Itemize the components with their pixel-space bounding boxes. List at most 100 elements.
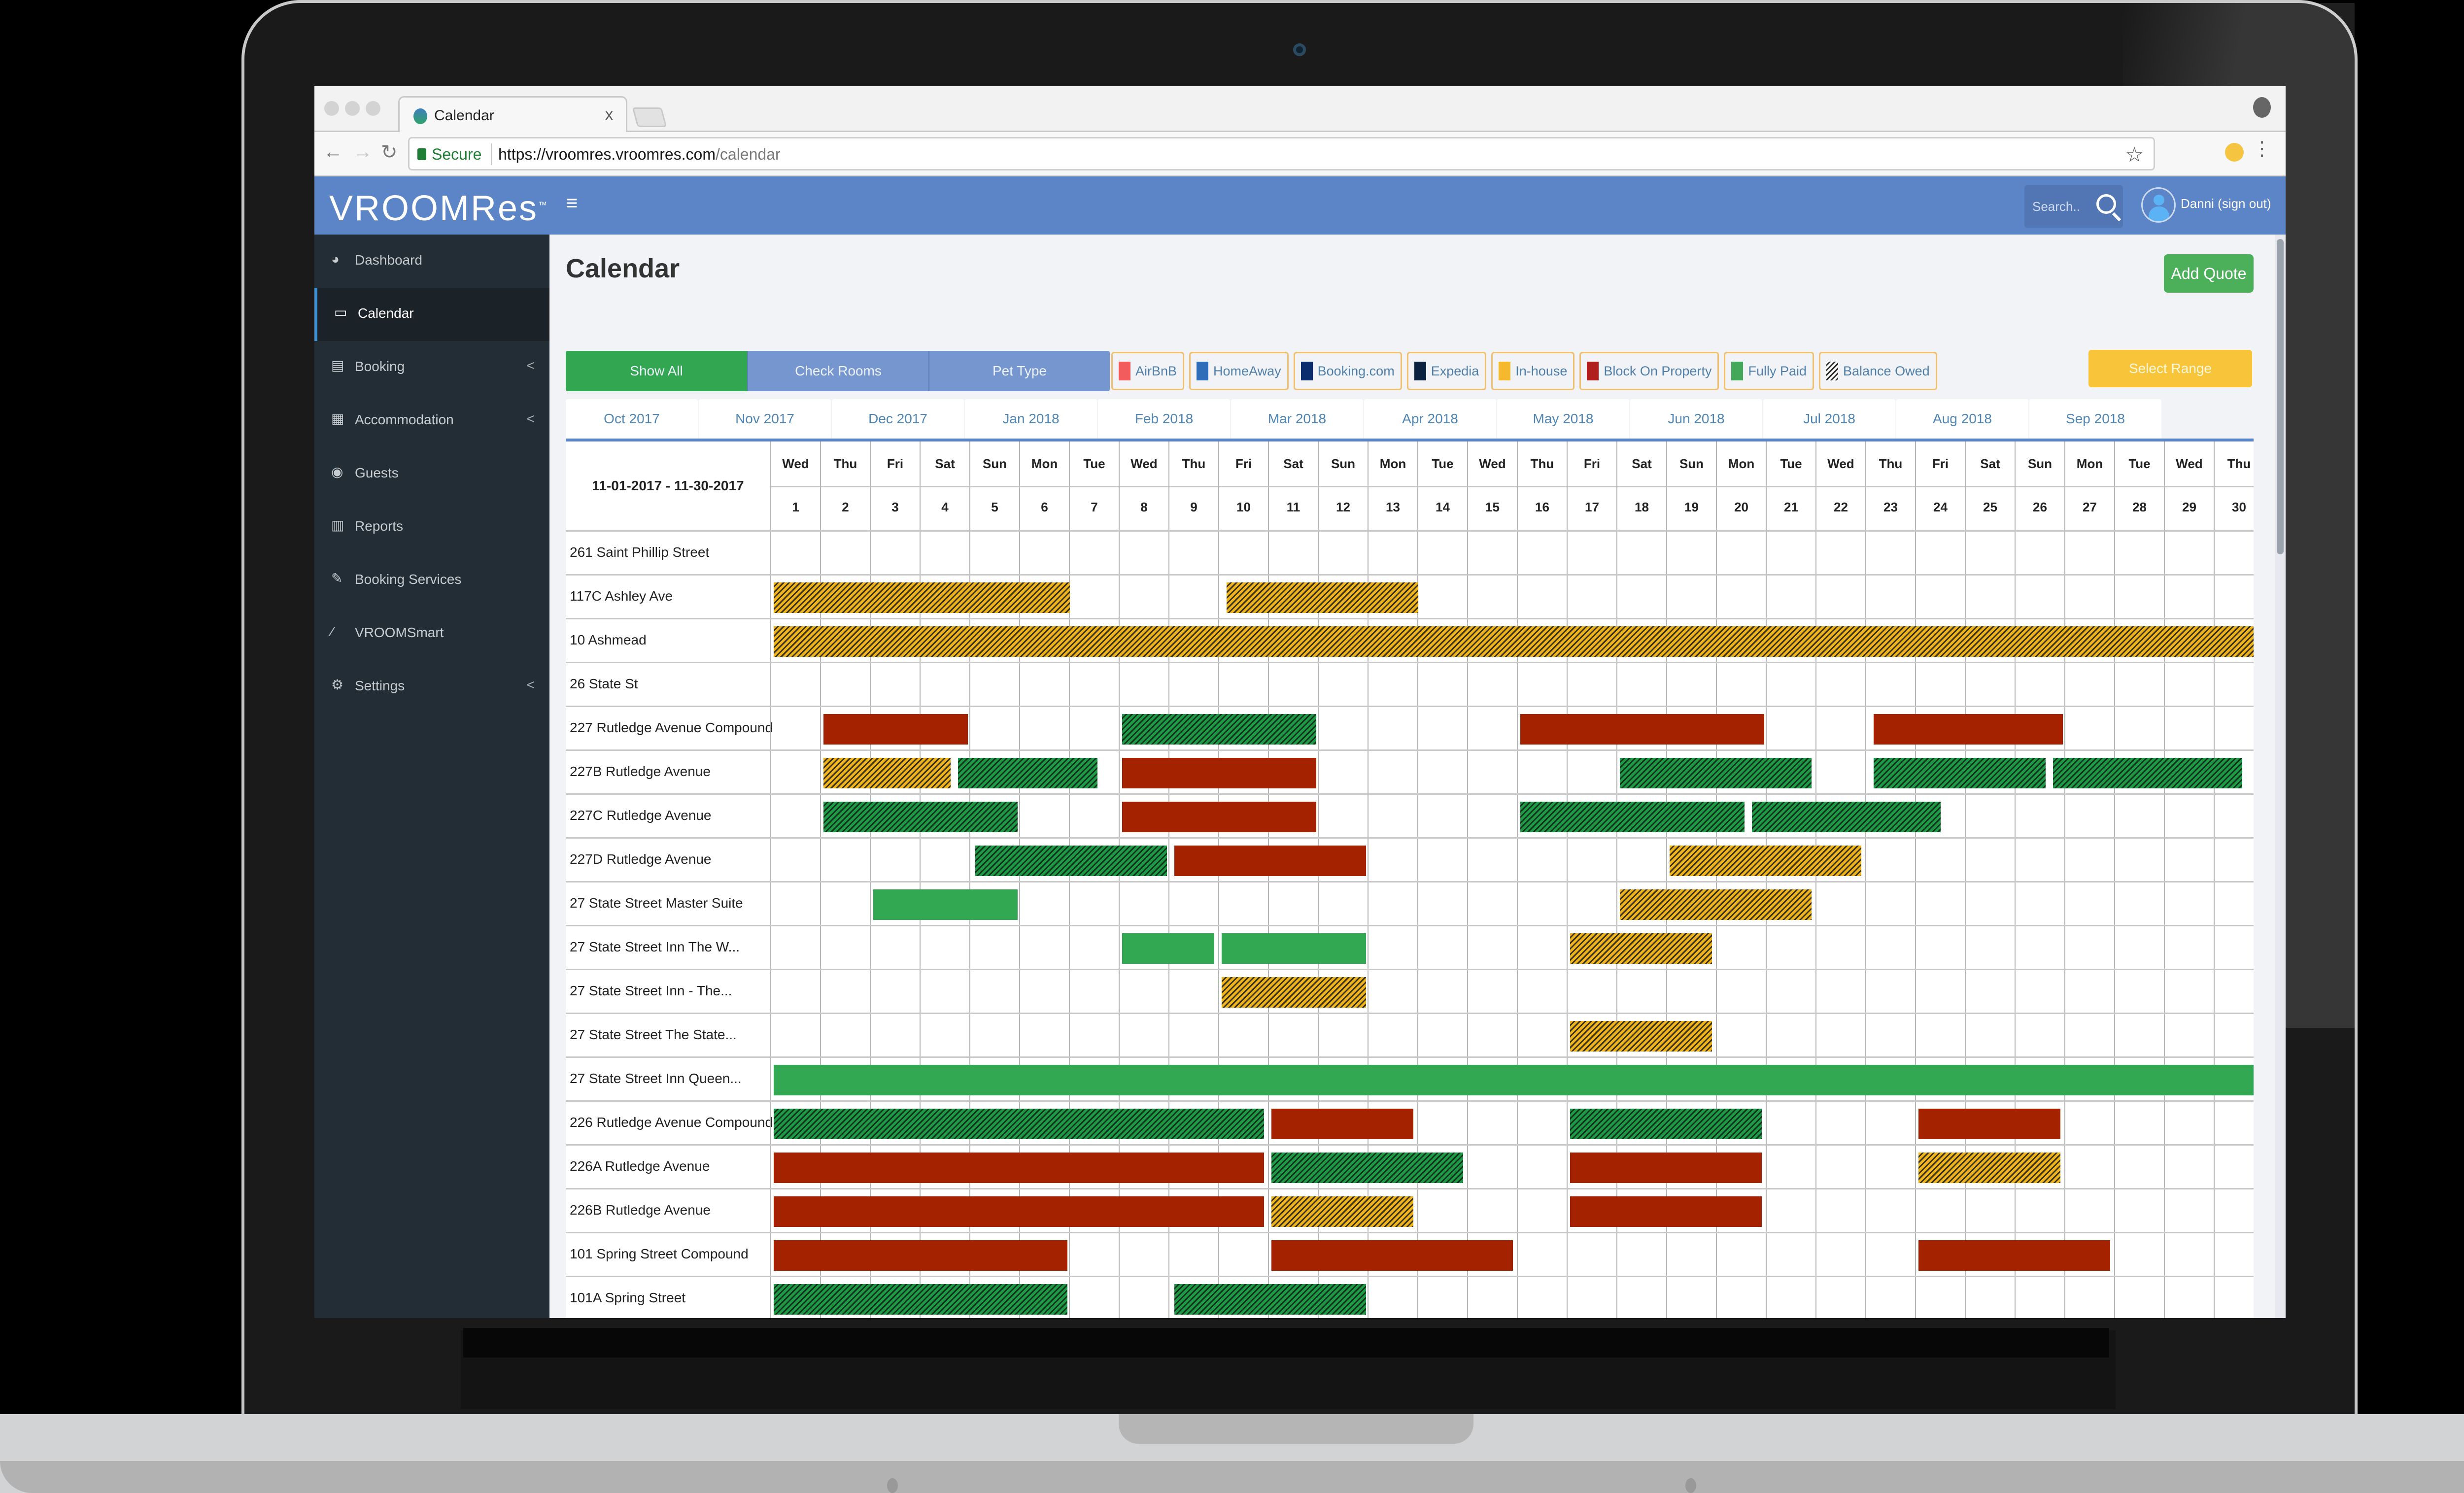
legend-fully-paid[interactable]: Fully Paid bbox=[1724, 352, 1814, 390]
day-cell[interactable] bbox=[1815, 663, 1865, 706]
booking-bar[interactable] bbox=[774, 1196, 1264, 1227]
day-cell[interactable] bbox=[1567, 1233, 1616, 1276]
booking-bar[interactable] bbox=[2053, 758, 2242, 788]
day-cell[interactable] bbox=[770, 751, 820, 793]
day-cell[interactable] bbox=[1517, 839, 1567, 881]
day-cell[interactable] bbox=[2114, 839, 2164, 881]
property-name[interactable]: 117C Ashley Ave bbox=[570, 588, 673, 604]
day-cell[interactable] bbox=[2214, 795, 2254, 837]
day-cell[interactable] bbox=[2164, 1014, 2214, 1056]
day-cell[interactable] bbox=[2064, 1277, 2114, 1318]
day-cell[interactable] bbox=[2214, 839, 2254, 881]
day-cell[interactable] bbox=[1567, 1102, 1616, 1144]
menu-icon[interactable]: ⋮ bbox=[2252, 138, 2272, 160]
day-cell[interactable] bbox=[1716, 1014, 1766, 1056]
day-cell[interactable] bbox=[1567, 970, 1616, 1013]
new-tab-button[interactable] bbox=[632, 107, 667, 127]
day-cell[interactable] bbox=[1766, 970, 1815, 1013]
day-cell[interactable] bbox=[1368, 1014, 1417, 1056]
booking-bar[interactable] bbox=[1918, 1240, 2110, 1271]
booking-bar[interactable] bbox=[1874, 758, 2046, 788]
day-cell[interactable] bbox=[2214, 1102, 2254, 1144]
day-cell[interactable] bbox=[1069, 663, 1119, 706]
day-cell[interactable] bbox=[1168, 1277, 1218, 1318]
day-cell[interactable] bbox=[2164, 882, 2214, 925]
sidebar-item-guests[interactable]: ◉ Guests bbox=[314, 447, 549, 501]
day-cell[interactable] bbox=[1666, 839, 1716, 881]
day-cell[interactable] bbox=[2015, 1014, 2064, 1056]
day-cell[interactable] bbox=[1467, 882, 1517, 925]
day-cell[interactable] bbox=[1119, 707, 1168, 749]
day-cell[interactable] bbox=[2015, 970, 2064, 1013]
day-cell[interactable] bbox=[2015, 926, 2064, 969]
day-cell[interactable] bbox=[1417, 532, 1467, 574]
sign-out-link[interactable]: Danni (sign out) bbox=[2181, 196, 2271, 211]
day-cell[interactable] bbox=[770, 1014, 820, 1056]
day-cell[interactable] bbox=[1567, 839, 1616, 881]
day-cell[interactable] bbox=[1915, 1146, 1965, 1188]
legend-block-on-property[interactable]: Block On Property bbox=[1579, 352, 1719, 390]
day-cell[interactable] bbox=[1218, 663, 1268, 706]
legend-balance-owed[interactable]: Balance Owed bbox=[1819, 352, 1937, 390]
day-cell[interactable] bbox=[1168, 532, 1218, 574]
booking-bar[interactable] bbox=[1122, 714, 1316, 745]
day-cell[interactable] bbox=[820, 663, 870, 706]
day-cell[interactable] bbox=[1069, 1277, 1119, 1318]
scrollbar-thumb[interactable] bbox=[2277, 239, 2284, 554]
day-cell[interactable] bbox=[1268, 1146, 1318, 1188]
day-cell[interactable] bbox=[2214, 707, 2254, 749]
day-cell[interactable] bbox=[1218, 1233, 1268, 1276]
day-cell[interactable] bbox=[1716, 926, 1766, 969]
property-name[interactable]: 27 State Street Inn Queen... bbox=[570, 1071, 742, 1086]
day-cell[interactable] bbox=[2164, 576, 2214, 618]
booking-bar[interactable] bbox=[1520, 714, 1764, 745]
property-name[interactable]: 27 State Street The State... bbox=[570, 1027, 737, 1042]
day-cell[interactable] bbox=[2015, 839, 2064, 881]
day-cell[interactable] bbox=[969, 970, 1019, 1013]
day-cell[interactable] bbox=[1467, 795, 1517, 837]
day-cell[interactable] bbox=[1019, 970, 1069, 1013]
day-cell[interactable] bbox=[1865, 707, 1915, 749]
booking-bar[interactable] bbox=[1751, 802, 1941, 832]
day-cell[interactable] bbox=[1865, 1102, 1915, 1144]
day-cell[interactable] bbox=[1567, 751, 1616, 793]
day-cell[interactable] bbox=[2064, 795, 2114, 837]
day-cell[interactable] bbox=[1915, 576, 1965, 618]
day-cell[interactable] bbox=[1119, 970, 1168, 1013]
day-cell[interactable] bbox=[920, 532, 969, 574]
day-cell[interactable] bbox=[1268, 1102, 1318, 1144]
day-cell[interactable] bbox=[770, 970, 820, 1013]
day-cell[interactable] bbox=[1368, 882, 1417, 925]
day-cell[interactable] bbox=[2114, 576, 2164, 618]
day-cell[interactable] bbox=[920, 970, 969, 1013]
tab-jul-2018[interactable]: Jul 2018 bbox=[1763, 399, 1895, 439]
day-cell[interactable] bbox=[2015, 532, 2064, 574]
day-cell[interactable] bbox=[820, 751, 870, 793]
day-cell[interactable] bbox=[1567, 1189, 1616, 1232]
day-cell[interactable] bbox=[1218, 576, 1268, 618]
day-cell[interactable] bbox=[920, 839, 969, 881]
day-cell[interactable] bbox=[2064, 970, 2114, 1013]
day-cell[interactable] bbox=[1965, 882, 2015, 925]
day-cell[interactable] bbox=[770, 1189, 820, 1232]
tab-apr-2018[interactable]: Apr 2018 bbox=[1364, 399, 1496, 439]
day-cell[interactable] bbox=[1616, 970, 1666, 1013]
property-name[interactable]: 227 Rutledge Avenue Compound bbox=[570, 720, 773, 735]
extension-icon[interactable] bbox=[2225, 143, 2244, 162]
day-cell[interactable] bbox=[1168, 1233, 1218, 1276]
day-cell[interactable] bbox=[1965, 576, 2015, 618]
day-cell[interactable] bbox=[1865, 532, 1915, 574]
day-cell[interactable] bbox=[1218, 882, 1268, 925]
logo[interactable]: VROOMRes™ bbox=[329, 188, 548, 229]
day-cell[interactable] bbox=[2064, 576, 2114, 618]
booking-bar[interactable] bbox=[1570, 1021, 1712, 1052]
day-cell[interactable] bbox=[1965, 839, 2015, 881]
day-cell[interactable] bbox=[2164, 663, 2214, 706]
property-name[interactable]: 227B Rutledge Avenue bbox=[570, 764, 711, 779]
day-cell[interactable] bbox=[1915, 1233, 1965, 1276]
day-cell[interactable] bbox=[1766, 1233, 1815, 1276]
day-cell[interactable] bbox=[2015, 795, 2064, 837]
day-cell[interactable] bbox=[1069, 707, 1119, 749]
day-cell[interactable] bbox=[1915, 1102, 1965, 1144]
day-cell[interactable] bbox=[1417, 576, 1467, 618]
